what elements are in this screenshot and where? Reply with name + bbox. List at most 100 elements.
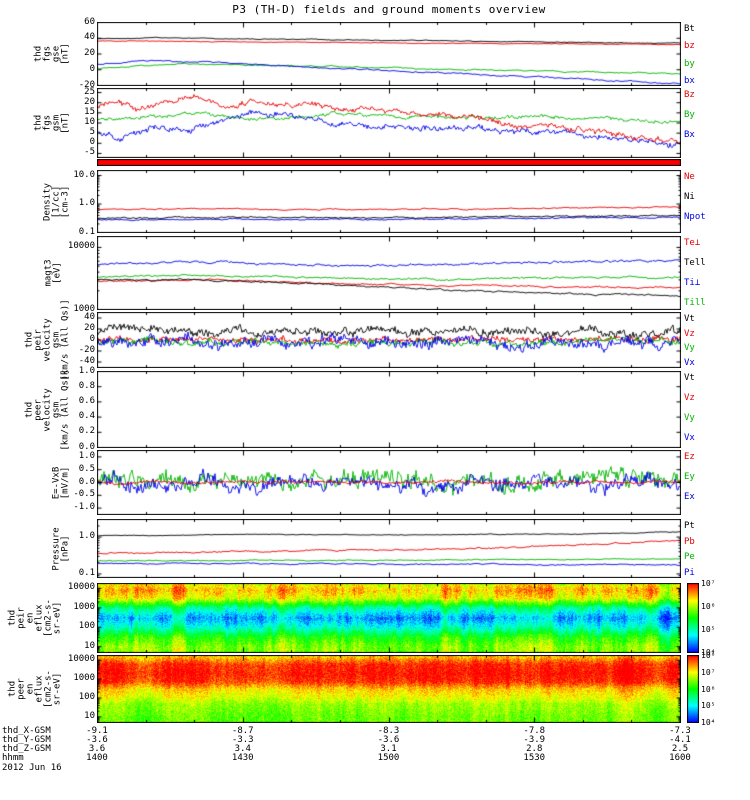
y-tick-label: 100 <box>78 621 95 632</box>
axis-row-value: -7.3 <box>669 726 691 736</box>
y-axis-label: [nPa] <box>60 534 71 563</box>
y-tick-label: -20 <box>78 345 95 355</box>
y-axis-label: [mV/m] <box>60 466 71 499</box>
panel-fgs-gse-plot <box>97 22 681 86</box>
y-tick-label: 0.6 <box>78 395 95 406</box>
series-label-Pb: Pb <box>684 536 695 547</box>
series-label-Ex: Ex <box>684 492 695 502</box>
y-tick-label: 20 <box>84 96 95 107</box>
axis-row-value: -4.1 <box>669 735 691 745</box>
series-label-Tell: Tell <box>684 258 706 268</box>
colorbar-tick-label: 10⁴ <box>701 648 716 657</box>
y-tick-label: 0.0 <box>78 476 95 487</box>
axis-row-value: 1600 <box>669 753 691 763</box>
panel-peir-velocity-plot <box>97 312 681 368</box>
colorbar-tick-label: 10⁵ <box>701 701 716 711</box>
series-label-bx: bx <box>684 76 695 86</box>
series-label-bz: bz <box>684 41 695 52</box>
y-tick-label: 1000 <box>73 601 95 612</box>
y-tick-label: 0 <box>89 63 95 74</box>
series-label-Ti: Ti⊥ <box>684 278 701 288</box>
y-tick-label: 20 <box>84 48 95 58</box>
axis-row-value: 1530 <box>523 753 546 763</box>
series-label-Bt: Bt <box>684 24 695 34</box>
axis-row-value: -3.6 <box>377 735 400 745</box>
y-tick-label: 0.0 <box>78 441 95 452</box>
axis-row-value: -8.3 <box>377 726 400 736</box>
series-label-Pe: Pe <box>684 552 695 563</box>
axis-row-value: 1500 <box>377 753 400 763</box>
series-label-Ne: Ne <box>684 172 695 182</box>
y-tick-label: 100 <box>78 691 95 702</box>
colorbar-tick-label: 10⁴ <box>701 718 716 727</box>
series-label-Npot: Npot <box>684 212 706 222</box>
series-label-By: By <box>684 110 695 120</box>
axis-row-value: -7.8 <box>523 726 546 736</box>
y-tick-label: 15 <box>84 106 95 117</box>
y-tick-label: -20 <box>78 79 95 90</box>
colorbar-peir-en-eflux <box>687 583 699 653</box>
axis-row-value: -3.6 <box>86 735 108 745</box>
series-label-Ez: Ez <box>684 452 695 462</box>
colorbar-tick-label: 10⁶ <box>701 601 716 611</box>
y-tick-label: 1.0 <box>78 450 95 461</box>
y-tick-label: 1.0 <box>78 531 95 542</box>
axis-row-label-hhmm: hhmm <box>2 753 24 763</box>
series-label-Vt: Vt <box>684 314 695 324</box>
y-tick-label: 0.5 <box>78 463 95 474</box>
axis-row-value: 3.6 <box>88 744 106 754</box>
colorbar-tick-label: 10⁷ <box>701 667 716 677</box>
y-tick-label: 1000 <box>73 303 95 314</box>
y-tick-label: 0.4 <box>78 411 95 422</box>
axis-row-value: 3.1 <box>380 744 397 754</box>
y-tick-label: 1000 <box>73 673 95 684</box>
axis-row-value: 2.5 <box>671 744 689 754</box>
series-label-Ni: Ni <box>684 192 695 202</box>
y-tick-label: 10000 <box>67 654 95 665</box>
y-tick-label: -0.5 <box>73 489 95 500</box>
y-axis-label: sr-eV] <box>52 601 63 635</box>
series-label-Vx: Vx <box>684 433 695 443</box>
colorbar-tick-label: 10⁵ <box>701 625 716 635</box>
panel-pressure-plot <box>97 519 681 578</box>
y-tick-label: 40 <box>84 312 95 322</box>
series-label-Vz: Vz <box>684 393 695 403</box>
y-tick-label: 10 <box>84 710 95 721</box>
y-tick-label: -5 <box>84 147 95 158</box>
y-tick-label: 40 <box>84 32 95 43</box>
series-label-Ey: Ey <box>684 472 695 482</box>
axis-row-label-thdZGSM: thd_Z-GSM <box>2 744 51 754</box>
series-label-by: by <box>684 58 695 69</box>
axis-row-value: -9.1 <box>86 726 108 736</box>
y-tick-label: 10000 <box>67 241 95 252</box>
panel-peer-velocity-plot <box>97 371 681 448</box>
axis-row-value: -3.3 <box>231 735 254 745</box>
series-label-Pt: Pt <box>684 521 695 531</box>
y-tick-label: -40 <box>78 356 95 366</box>
axis-row-value: 2.8 <box>526 744 543 754</box>
axis-row-value: 1400 <box>86 753 108 763</box>
series-label-Till: Till <box>684 298 706 308</box>
y-tick-label: 10 <box>84 640 95 651</box>
axis-row-value: 3.4 <box>234 744 251 754</box>
axis-row-label-thdYGSM: thd_Y-GSM <box>2 735 51 745</box>
y-tick-label: 1.0 <box>78 365 95 376</box>
y-tick-label: -1.0 <box>73 502 95 513</box>
series-label-Vt: Vt <box>684 373 695 383</box>
axis-row-value: -3.9 <box>523 735 546 745</box>
panel-magt3-plot <box>97 236 681 310</box>
panel-efield-plot <box>97 450 681 515</box>
y-axis-label: sr-eV] <box>52 672 63 706</box>
y-tick-label: 0.8 <box>78 380 95 391</box>
series-label-Bz: Bz <box>684 90 695 100</box>
panel-roi-flag-plot <box>97 159 681 166</box>
page-title: P3 (TH-D) fields and ground moments over… <box>232 3 546 16</box>
panel-fgs-gsm-plot <box>97 88 681 158</box>
panel-peer-en-eflux-plot <box>97 655 681 723</box>
y-tick-label: 10000 <box>67 582 95 593</box>
date-label: 2012 Jun 16 <box>2 763 62 773</box>
axis-row-value: 1430 <box>231 753 254 763</box>
y-tick-label: 1.0 <box>78 198 95 208</box>
y-tick-label: 10.0 <box>73 169 95 180</box>
